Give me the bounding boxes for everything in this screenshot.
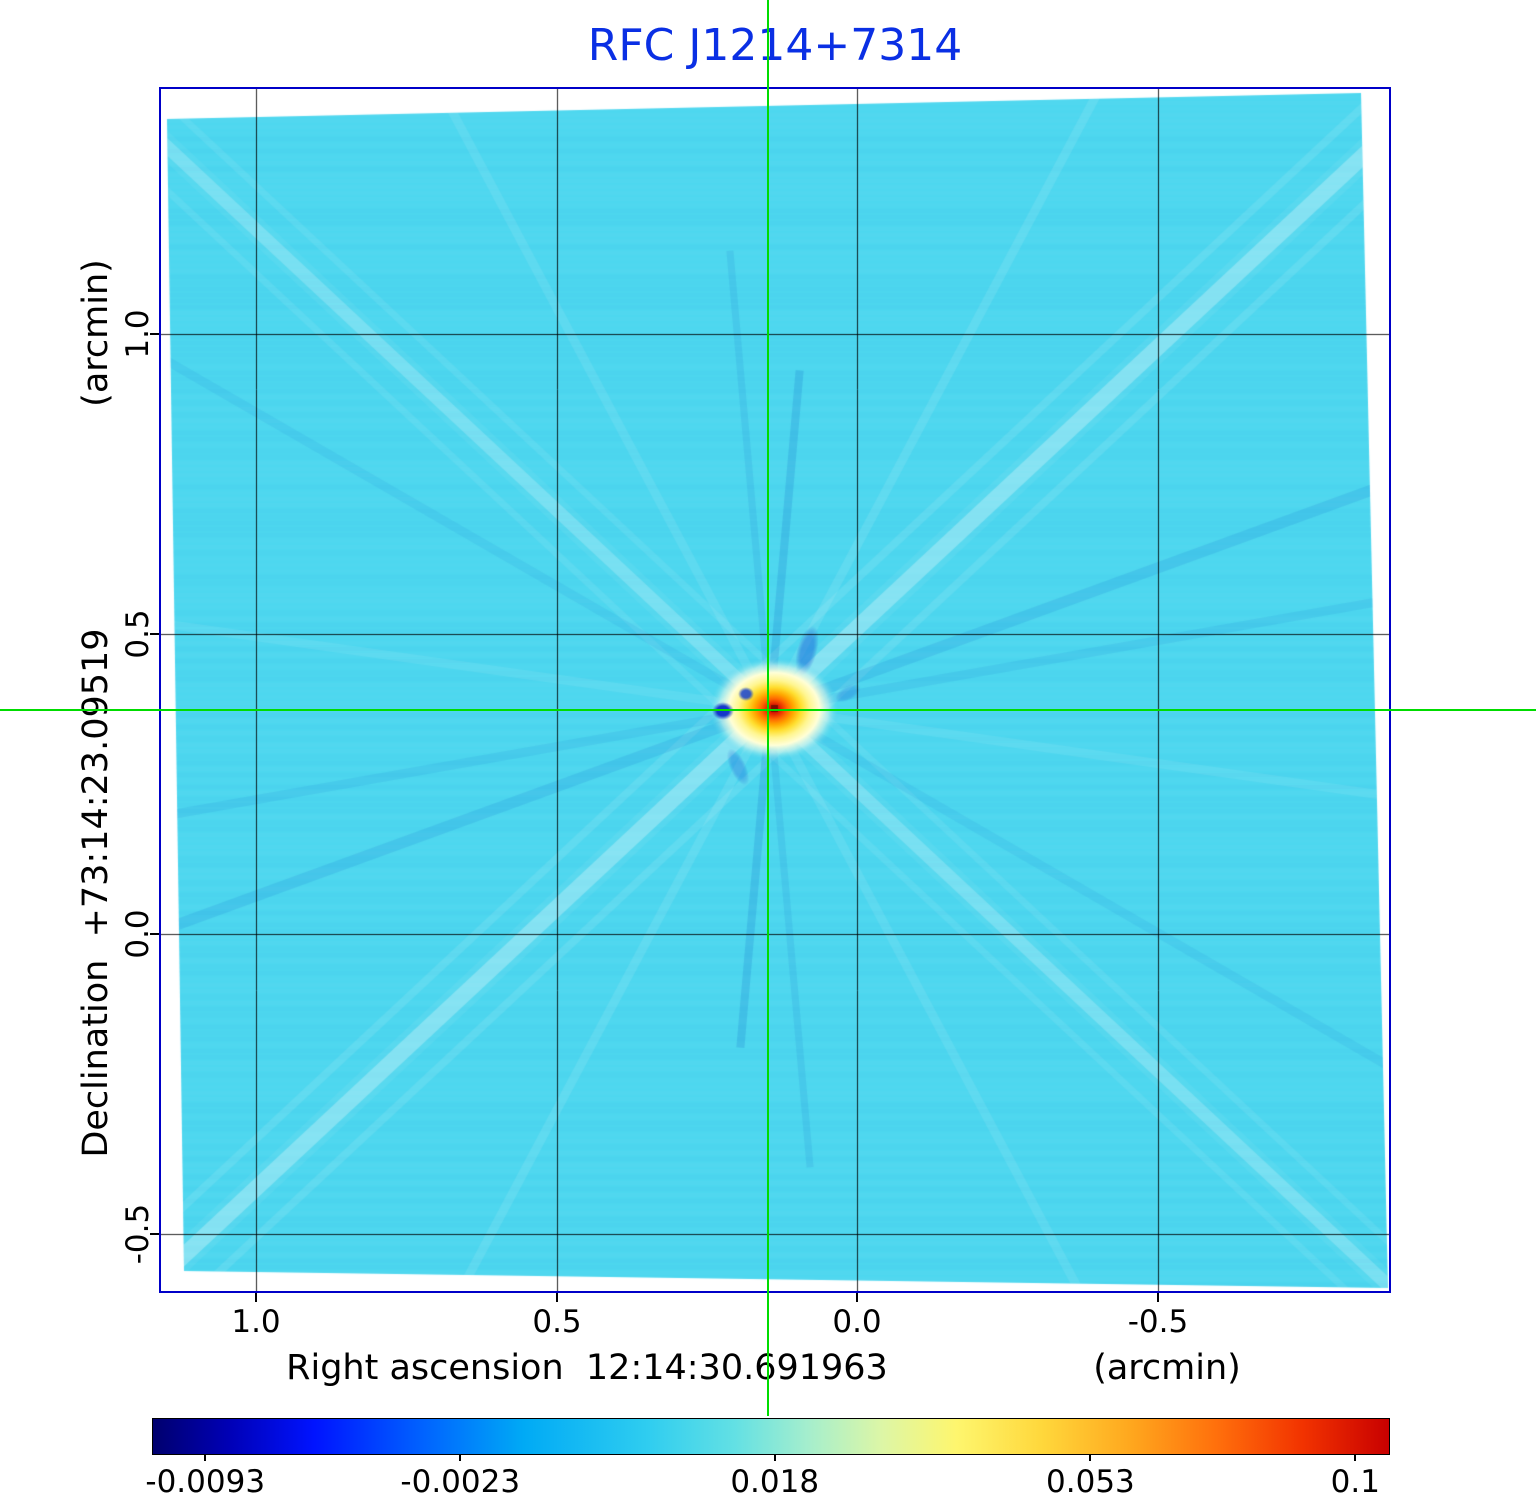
x-axis-tick-mark (556, 1293, 558, 1302)
colorbar-tick-mark (459, 1455, 462, 1461)
colorbar-tick-mark (1354, 1455, 1357, 1461)
y-axis-tick-mark (150, 933, 159, 935)
y-axis-tick-mark (150, 1233, 159, 1235)
colorbar-tick-label: 0.1 (1330, 1464, 1380, 1500)
colorbar-tick-label: -0.0023 (400, 1464, 521, 1500)
y-axis-tick-mark (150, 333, 159, 335)
x-axis-tick-mark (1157, 1293, 1159, 1302)
colorbar-tick-mark (204, 1455, 207, 1461)
y-axis-label: Declination +73:14:23.09519 (76, 628, 116, 1158)
x-axis-tick-mark (255, 1293, 257, 1302)
colorbar-gradient (152, 1418, 1390, 1455)
colorbar-tick-label: -0.0093 (145, 1464, 266, 1500)
x-axis-tick-mark (856, 1293, 858, 1302)
x-tick-label: 0.5 (532, 1304, 582, 1340)
x-axis-unit-label: (arcmin) (1093, 1348, 1241, 1388)
colorbar-tick-label: 0.053 (1046, 1464, 1135, 1500)
y-axis-unit-label: (arcmin) (76, 259, 116, 407)
x-axis-label: Right ascension 12:14:30.691963 (286, 1348, 888, 1388)
page-title: RFC J1214+7314 (587, 20, 963, 71)
y-axis-tick-mark (150, 633, 159, 635)
colorbar-tick-mark (1089, 1455, 1092, 1461)
x-tick-label: 0.0 (832, 1304, 882, 1340)
x-tick-label: -0.5 (1127, 1304, 1189, 1340)
colorbar-tick-mark (773, 1455, 776, 1461)
colorbar-tick-label: 0.018 (730, 1464, 820, 1500)
sky-map-canvas (161, 89, 1389, 1291)
x-tick-label: 1.0 (231, 1304, 281, 1340)
